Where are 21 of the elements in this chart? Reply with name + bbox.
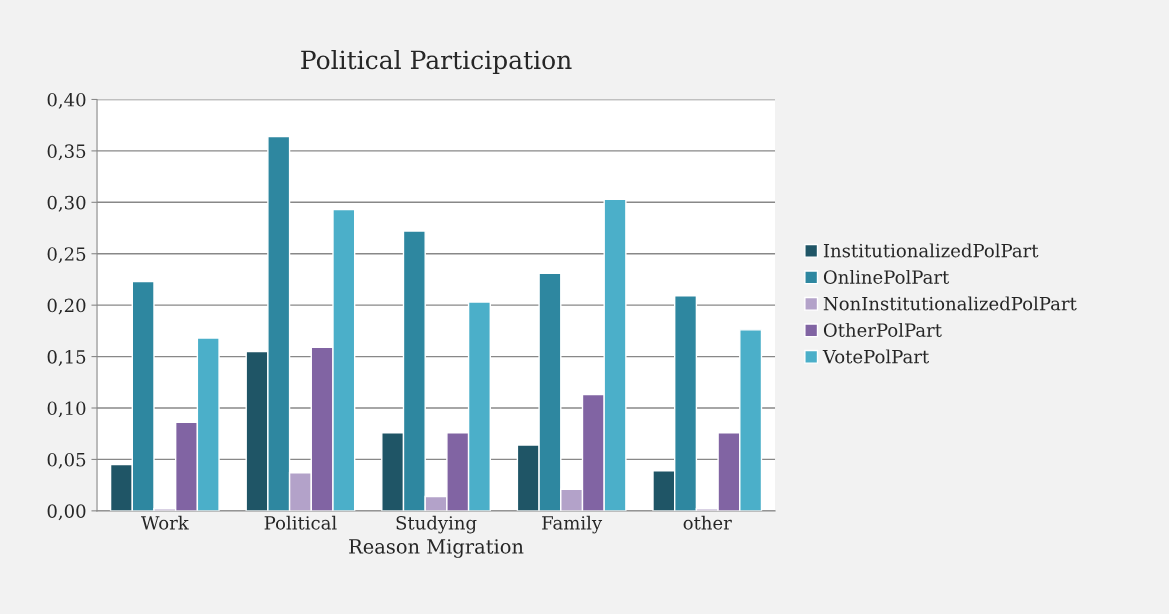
x-tick-label: Work — [141, 515, 189, 530]
legend-label: OtherPolPart — [823, 322, 942, 337]
y-tick-label: 0,05 — [47, 452, 86, 469]
legend-label: OnlinePolPart — [823, 269, 950, 284]
y-tick-label: 0,35 — [47, 144, 86, 161]
y-tick-label: 0,20 — [47, 298, 86, 315]
y-tick-label: 0,10 — [47, 401, 86, 418]
y-tick-label: 0,00 — [47, 504, 86, 521]
x-tick-label: other — [683, 515, 732, 530]
legend-label: VotePolPart — [822, 349, 930, 364]
x-axis-title: Reason Migration — [349, 539, 524, 558]
y-tick-label: 0,25 — [47, 247, 86, 264]
x-tick-label: Family — [542, 515, 603, 534]
legend-label: InstitutionalizedPolPart — [823, 243, 1039, 258]
x-tick-label: Studying — [396, 515, 477, 534]
chart-title: Political Participation — [301, 49, 572, 75]
legend-label: NonInstitutionalizedPolPart — [823, 296, 1077, 311]
y-tick-label: 0,30 — [47, 195, 86, 212]
y-tick-label: 0,15 — [47, 350, 86, 366]
x-tick-label: Political — [264, 515, 337, 530]
y-tick-label: 0,40 — [47, 92, 86, 109]
